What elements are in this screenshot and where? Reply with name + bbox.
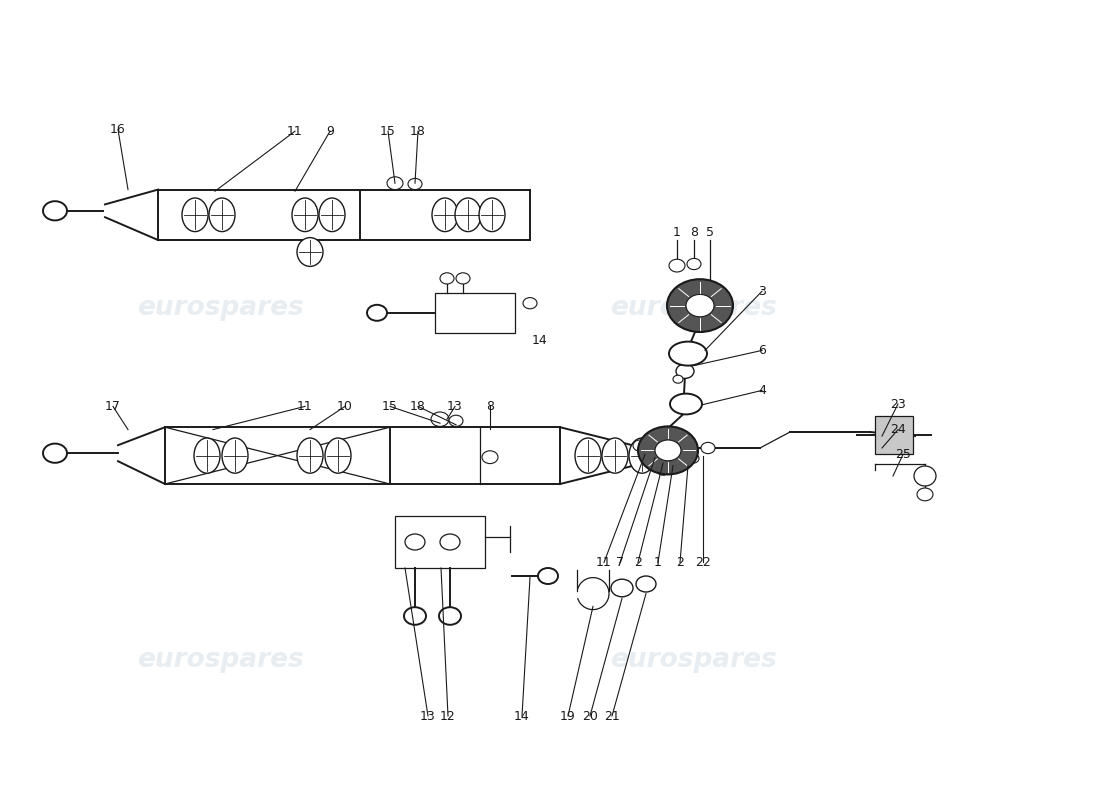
Circle shape [440, 534, 460, 550]
Circle shape [657, 466, 669, 475]
Ellipse shape [194, 438, 220, 474]
Circle shape [678, 398, 694, 410]
Ellipse shape [182, 198, 208, 231]
Ellipse shape [432, 198, 458, 231]
Text: 2: 2 [634, 556, 642, 569]
Circle shape [686, 294, 714, 317]
Ellipse shape [297, 238, 323, 266]
Text: 11: 11 [287, 125, 303, 138]
Circle shape [644, 448, 656, 458]
Ellipse shape [324, 438, 351, 474]
Circle shape [387, 177, 403, 190]
Circle shape [456, 273, 470, 284]
Circle shape [404, 607, 426, 625]
Text: eurospares: eurospares [609, 295, 777, 321]
Text: 9: 9 [326, 125, 334, 138]
Circle shape [638, 426, 698, 474]
Text: 1: 1 [654, 556, 662, 569]
Text: 11: 11 [596, 556, 612, 569]
Circle shape [673, 375, 683, 383]
Text: 25: 25 [895, 448, 911, 461]
FancyBboxPatch shape [395, 516, 485, 568]
Ellipse shape [669, 342, 707, 366]
Ellipse shape [455, 198, 481, 231]
Ellipse shape [222, 438, 248, 474]
Text: 15: 15 [381, 125, 396, 138]
Text: eurospares: eurospares [609, 647, 777, 673]
Ellipse shape [478, 198, 505, 231]
Text: 1: 1 [673, 226, 681, 238]
Text: 14: 14 [514, 710, 530, 722]
Text: 8: 8 [486, 400, 494, 413]
Circle shape [636, 576, 656, 592]
Circle shape [688, 454, 698, 463]
Text: 6: 6 [758, 344, 766, 357]
Circle shape [439, 607, 461, 625]
Text: eurospares: eurospares [136, 295, 304, 321]
Ellipse shape [319, 198, 345, 231]
Text: 12: 12 [440, 710, 455, 722]
Ellipse shape [602, 438, 628, 474]
Circle shape [43, 443, 67, 462]
Text: 23: 23 [890, 398, 906, 410]
Circle shape [676, 364, 694, 378]
Text: 18: 18 [410, 400, 426, 413]
Circle shape [701, 442, 715, 454]
Circle shape [408, 178, 422, 190]
Circle shape [610, 579, 632, 597]
Text: 8: 8 [690, 226, 698, 238]
Circle shape [405, 534, 425, 550]
Circle shape [522, 298, 537, 309]
Text: 24: 24 [890, 423, 906, 436]
Text: 22: 22 [695, 556, 711, 569]
Circle shape [440, 273, 454, 284]
Circle shape [673, 457, 688, 468]
Circle shape [669, 259, 685, 272]
Text: 4: 4 [758, 384, 766, 397]
Text: 14: 14 [532, 334, 548, 346]
Text: 19: 19 [560, 710, 576, 722]
Text: 16: 16 [110, 123, 125, 136]
Circle shape [632, 440, 647, 451]
Circle shape [667, 279, 733, 332]
Text: 15: 15 [382, 400, 398, 413]
Circle shape [654, 440, 681, 461]
Text: 10: 10 [337, 400, 353, 413]
FancyBboxPatch shape [874, 416, 913, 454]
Text: 17: 17 [106, 400, 121, 413]
Ellipse shape [209, 198, 235, 231]
Circle shape [679, 346, 697, 361]
Text: eurospares: eurospares [136, 647, 304, 673]
Circle shape [538, 568, 558, 584]
Circle shape [917, 488, 933, 501]
Ellipse shape [914, 466, 936, 486]
Text: 13: 13 [447, 400, 463, 413]
Text: 13: 13 [420, 710, 436, 722]
Text: 3: 3 [758, 285, 766, 298]
Ellipse shape [575, 438, 601, 474]
Ellipse shape [292, 198, 318, 231]
Text: 20: 20 [582, 710, 598, 722]
Text: 11: 11 [297, 400, 312, 413]
Ellipse shape [629, 438, 654, 474]
Text: 21: 21 [604, 710, 620, 722]
Text: 5: 5 [706, 226, 714, 238]
Ellipse shape [297, 438, 323, 474]
Text: 18: 18 [410, 125, 426, 138]
Text: 2: 2 [676, 556, 684, 569]
Circle shape [431, 412, 449, 426]
Circle shape [482, 451, 498, 463]
Text: 7: 7 [616, 556, 624, 569]
Circle shape [43, 201, 67, 220]
FancyBboxPatch shape [434, 293, 515, 333]
Circle shape [688, 258, 701, 270]
Circle shape [367, 305, 387, 321]
Circle shape [449, 415, 463, 426]
Ellipse shape [670, 394, 702, 414]
